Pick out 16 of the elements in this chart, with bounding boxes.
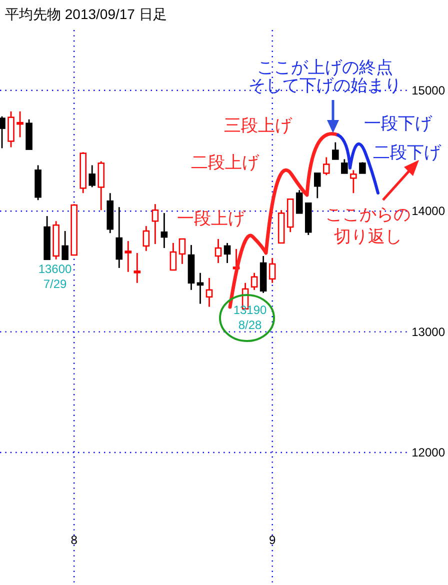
annotation: 一段下げ [364, 114, 432, 133]
x-tick-label: 8 [70, 533, 78, 547]
y-tick-label: 12000 [412, 446, 446, 460]
annotation: ここからの切り返し [326, 205, 410, 246]
annotation: ここが上げの終点そして下げの始まり [248, 58, 402, 95]
y-tick-label: 15000 [412, 83, 446, 98]
annotation: 二段下げ [373, 143, 441, 162]
y-tick-label: 14000 [412, 204, 446, 218]
x-tick-label: 9 [268, 533, 276, 547]
annotation: 二段上げ [191, 153, 259, 172]
annotation: 三段上げ [224, 116, 292, 135]
annotation: 一段上げ [177, 209, 245, 228]
y-tick-label: 13000 [412, 324, 446, 339]
annotation: 13190 8/28 [233, 303, 267, 332]
annotation: 13600 7/29 [38, 262, 72, 291]
chart-title: 平均先物 2013/09/17 日足 [5, 6, 167, 22]
